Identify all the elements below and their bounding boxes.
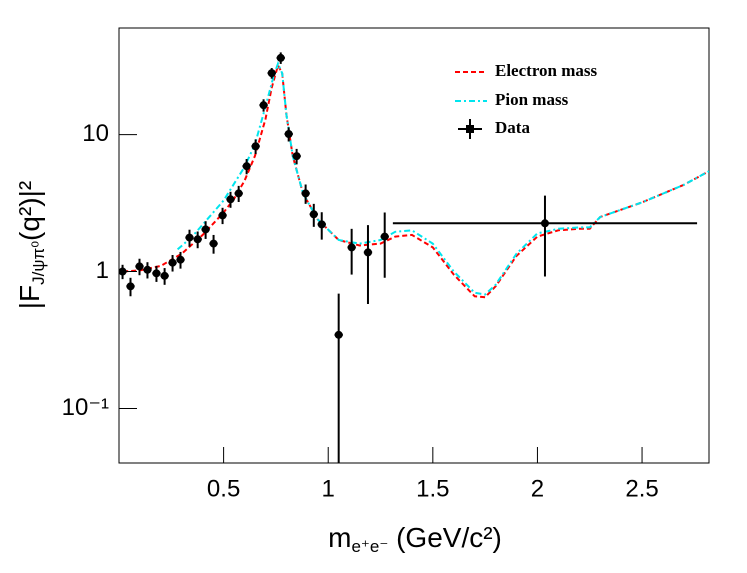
data-point	[143, 265, 152, 274]
y-tick-label: 1	[96, 257, 109, 284]
data-point	[301, 189, 310, 198]
y-tick-label: 10	[82, 120, 109, 147]
data-point	[185, 233, 194, 242]
data-point	[363, 248, 372, 257]
data-point	[234, 189, 243, 198]
legend-label: Pion mass	[495, 90, 569, 109]
data-point	[317, 220, 326, 229]
x-tick-label: 2	[531, 475, 544, 502]
data-point	[251, 142, 260, 151]
y-tick-label: 10⁻¹	[62, 394, 109, 421]
curve	[176, 60, 709, 296]
data-point	[135, 262, 144, 271]
plot-frame	[118, 27, 710, 464]
y-label-main: |F	[14, 285, 45, 309]
data-point	[334, 330, 343, 339]
x-axis-label: me⁺e⁻ (GeV/c²)	[328, 522, 502, 556]
x-tick-label: 2.5	[625, 475, 658, 502]
data-point	[168, 258, 177, 267]
legend-key	[466, 125, 474, 133]
data-point	[218, 211, 227, 220]
data-point	[259, 101, 268, 110]
data-point	[276, 53, 285, 62]
data-point	[540, 219, 549, 228]
x-label-sub: e⁺e⁻	[351, 537, 388, 556]
data-point	[126, 282, 135, 291]
data-point	[201, 225, 210, 234]
curve	[123, 62, 709, 299]
data-point	[267, 69, 276, 78]
y-label-sub: J/ψπ⁰	[29, 241, 48, 285]
x-tick-label: 1.5	[416, 475, 449, 502]
data-point	[292, 152, 301, 161]
x-label-rest: (GeV/c²)	[388, 522, 502, 553]
data-point	[176, 255, 185, 264]
data-point	[242, 162, 251, 171]
plot-area	[119, 52, 709, 463]
y-label-rest: (q²)|²	[14, 181, 45, 241]
data-point	[226, 195, 235, 204]
data-point	[193, 235, 202, 244]
data-point	[209, 239, 218, 248]
legend-label: Electron mass	[495, 61, 598, 80]
x-label-main: m	[328, 522, 351, 553]
legend-label: Data	[495, 118, 530, 137]
x-tick-label: 1	[322, 475, 335, 502]
data-point	[309, 210, 318, 219]
data-point	[160, 271, 169, 280]
data-point	[347, 243, 356, 252]
y-axis-label: |FJ/ψπ⁰(q²)|²	[14, 181, 48, 309]
data-point	[380, 232, 389, 241]
data-point	[284, 129, 293, 138]
data-point	[152, 269, 161, 278]
x-tick-label: 0.5	[207, 475, 240, 502]
